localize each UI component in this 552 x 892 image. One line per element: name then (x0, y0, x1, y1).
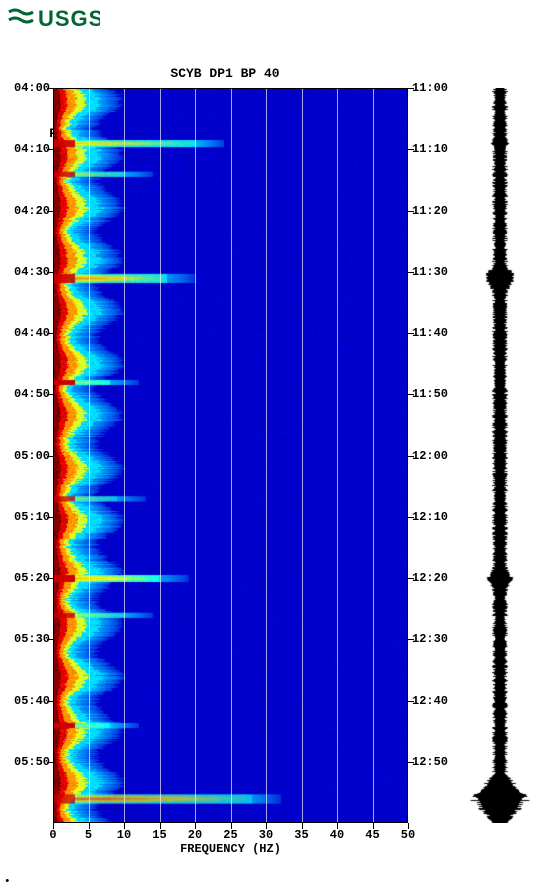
y-right-tick-label: 11:20 (412, 204, 454, 218)
y-left-tick-label: 05:10 (14, 510, 50, 524)
y-left-tick-label: 05:20 (14, 571, 50, 585)
footer-mark: • (4, 876, 11, 888)
y-right-tick-label: 11:50 (412, 387, 454, 401)
station-line: SCYB DP1 BP 40 (0, 66, 450, 81)
x-tick-label: 35 (294, 828, 308, 842)
y-right-tick-label: 12:10 (412, 510, 454, 524)
x-axis-title: FREQUENCY (HZ) (53, 842, 408, 856)
y-right-tick-label: 11:00 (412, 81, 454, 95)
y-right-tick-label: 12:30 (412, 632, 454, 646)
y-left-tick-label: 04:40 (14, 326, 50, 340)
y-right-tick-label: 12:00 (412, 449, 454, 463)
x-tick-label: 25 (223, 828, 237, 842)
y-left-tick-label: 04:30 (14, 265, 50, 279)
seismogram-canvas (465, 88, 535, 823)
y-left-tick-label: 04:50 (14, 387, 50, 401)
y-left-tick-label: 05:30 (14, 632, 50, 646)
y-left-tick-label: 05:50 (14, 755, 50, 769)
y-left-tick-label: 04:00 (14, 81, 50, 95)
y-right-tick-label: 11:10 (412, 142, 454, 156)
usgs-logo: USGS (8, 4, 100, 37)
y-right-tick-label: 11:40 (412, 326, 454, 340)
seismogram-plot (465, 88, 535, 823)
spectrogram-plot (53, 88, 408, 823)
y-left-tick-label: 04:10 (14, 142, 50, 156)
x-tick-label: 20 (188, 828, 202, 842)
y-left-tick-label: 05:40 (14, 694, 50, 708)
y-right-tick-label: 12:50 (412, 755, 454, 769)
x-tick-label: 50 (401, 828, 415, 842)
x-tick-label: 5 (85, 828, 92, 842)
y-left-tick-label: 05:00 (14, 449, 50, 463)
logo-text: USGS (38, 6, 100, 31)
x-tick-label: 40 (330, 828, 344, 842)
y-right-tick-label: 11:30 (412, 265, 454, 279)
x-tick-label: 10 (117, 828, 131, 842)
x-tick-label: 45 (365, 828, 379, 842)
y-right-tick-label: 12:40 (412, 694, 454, 708)
y-right-tick-label: 12:20 (412, 571, 454, 585)
x-tick-label: 30 (259, 828, 273, 842)
x-tick-label: 15 (152, 828, 166, 842)
x-tick-label: 0 (49, 828, 56, 842)
y-left-tick-label: 04:20 (14, 204, 50, 218)
